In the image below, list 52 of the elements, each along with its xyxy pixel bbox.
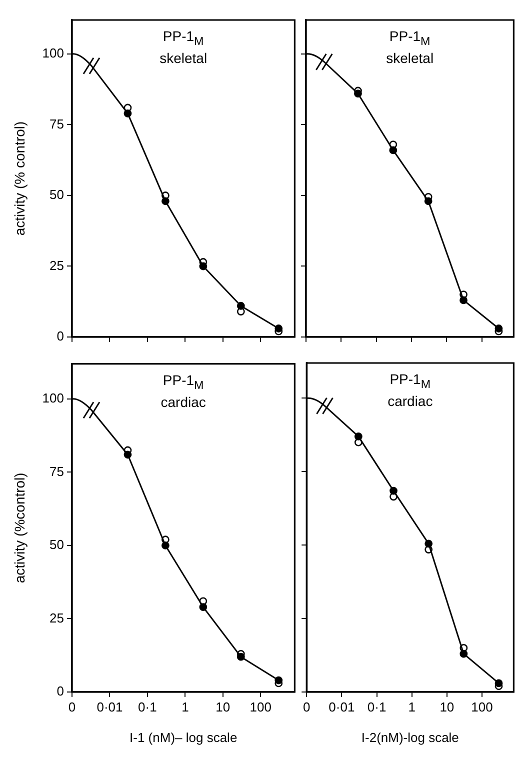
x-tick-label: 1 bbox=[182, 699, 189, 714]
x-axis-title: I-1 (nM)– log scale bbox=[130, 730, 238, 745]
point bbox=[354, 90, 362, 98]
point bbox=[236, 302, 245, 310]
x-tick-label: 10 bbox=[440, 699, 454, 714]
x-tick-label: 10 bbox=[216, 699, 230, 714]
y-tick-label: 0 bbox=[56, 328, 64, 344]
x-tick-label: 0 bbox=[303, 699, 310, 714]
point bbox=[390, 486, 398, 495]
x-tick-label: 0 bbox=[68, 699, 76, 714]
y-tick-label: 25 bbox=[50, 258, 64, 273]
y-axis-title: activity (% control) bbox=[11, 121, 28, 236]
point bbox=[199, 603, 208, 611]
point bbox=[274, 676, 283, 684]
point bbox=[424, 540, 433, 548]
x-tick-label: 100 bbox=[471, 699, 493, 714]
text: skeletal bbox=[158, 50, 208, 67]
text: PP-1$_{M}$ bbox=[162, 372, 205, 394]
text: skeletal bbox=[385, 50, 435, 67]
y-tick-label: 75 bbox=[50, 116, 64, 132]
point bbox=[494, 679, 503, 688]
point bbox=[199, 262, 208, 270]
point bbox=[354, 432, 362, 440]
y-tick-label: 50 bbox=[50, 537, 64, 552]
x-axis-title: I-2(nM)-log scale bbox=[361, 730, 459, 745]
x-tick-label: 0·1 bbox=[367, 699, 386, 714]
x-tick-label: 0·01 bbox=[96, 699, 123, 714]
point bbox=[460, 296, 468, 304]
x-tick-label: 1 bbox=[408, 699, 416, 714]
y-tick-label: 50 bbox=[50, 187, 64, 202]
point bbox=[274, 324, 283, 332]
y-tick-label: 100 bbox=[42, 390, 64, 406]
x-tick-label: 0·1 bbox=[138, 699, 157, 714]
point bbox=[162, 542, 170, 550]
point bbox=[162, 197, 170, 206]
y-axis-title: activity (%control) bbox=[11, 472, 28, 584]
point bbox=[236, 652, 245, 661]
text: PP-1$_{M}$ bbox=[162, 28, 205, 50]
text: PP-1$_{M}$ bbox=[388, 28, 432, 50]
y-tick-label: 100 bbox=[42, 46, 64, 61]
point bbox=[389, 146, 398, 154]
x-tick-label: 100 bbox=[250, 699, 272, 714]
point bbox=[494, 324, 503, 332]
text: PP-1$_{M}$ bbox=[388, 371, 432, 393]
y-tick-label: 0 bbox=[56, 684, 64, 699]
point bbox=[424, 197, 432, 206]
y-tick-label: 25 bbox=[50, 610, 64, 626]
x-tick-label: 0·01 bbox=[328, 699, 355, 714]
point bbox=[460, 650, 468, 658]
text: cardiac bbox=[386, 392, 434, 410]
text: cardiac bbox=[160, 394, 207, 411]
y-tick-label: 75 bbox=[50, 464, 64, 479]
